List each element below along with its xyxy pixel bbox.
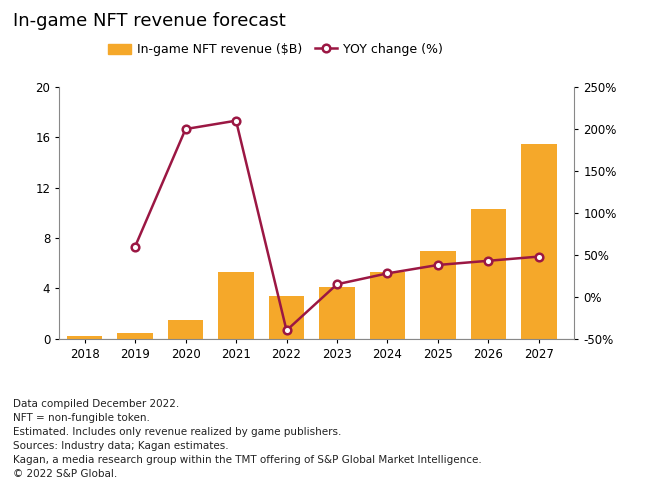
Bar: [420, 251, 455, 339]
Text: Data compiled December 2022.
NFT = non-fungible token.
Estimated. Includes only : Data compiled December 2022. NFT = non-f…: [13, 399, 482, 479]
Bar: [117, 333, 152, 339]
Bar: [168, 320, 203, 339]
Bar: [269, 296, 304, 339]
Legend: In-game NFT revenue ($B), YOY change (%): In-game NFT revenue ($B), YOY change (%): [103, 38, 448, 61]
Bar: [319, 287, 354, 339]
Bar: [218, 272, 253, 339]
Text: In-game NFT revenue forecast: In-game NFT revenue forecast: [13, 12, 286, 30]
Bar: [67, 336, 102, 339]
Bar: [370, 272, 405, 339]
Bar: [471, 209, 506, 339]
Bar: [521, 144, 556, 339]
